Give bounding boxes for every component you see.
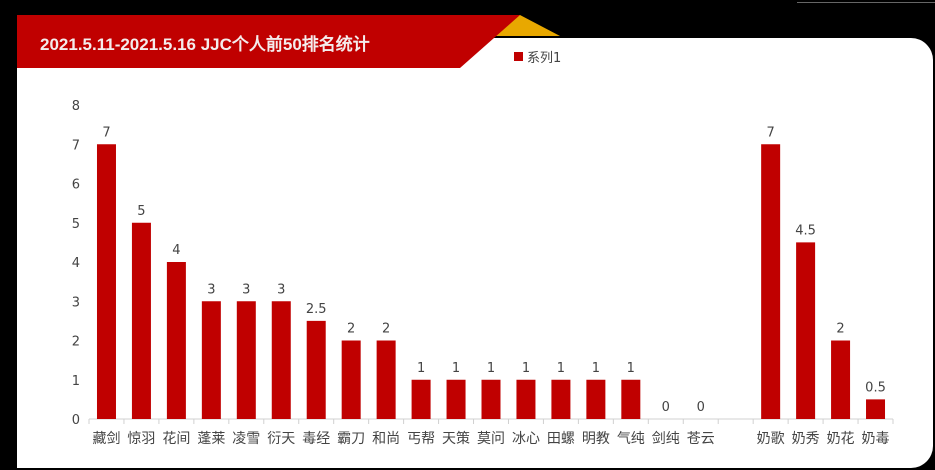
bar <box>481 379 501 419</box>
x-tick-label: 明教 <box>582 431 610 447</box>
data-label: 4.5 <box>795 223 816 238</box>
y-tick-label: 1 <box>72 374 80 389</box>
bar <box>201 301 221 419</box>
y-tick-label: 3 <box>72 295 80 310</box>
bar <box>376 340 396 419</box>
data-label: 4 <box>172 243 180 258</box>
x-tick-label: 凌雪 <box>232 431 260 447</box>
data-label: 3 <box>242 282 250 297</box>
data-label: 2.5 <box>306 302 327 317</box>
x-tick-label: 天策 <box>442 430 470 447</box>
y-tick-label: 2 <box>72 335 80 350</box>
x-tick-label: 蓬莱 <box>197 431 225 447</box>
bar <box>516 379 536 419</box>
x-tick-label: 藏剑 <box>92 431 120 447</box>
x-tick-label: 田螺 <box>547 431 575 447</box>
data-label: 1 <box>592 361 600 376</box>
bar <box>586 379 606 419</box>
bar <box>166 262 186 419</box>
legend: 系列1 <box>514 47 561 66</box>
bar <box>271 301 291 419</box>
data-label: 1 <box>452 361 460 376</box>
bar <box>551 379 571 419</box>
x-tick-label: 奶歌 <box>757 431 785 447</box>
data-label: 0.5 <box>865 380 886 395</box>
x-tick-label: 花间 <box>162 431 190 447</box>
data-label: 5 <box>137 204 145 219</box>
y-tick-label: 6 <box>72 178 80 193</box>
data-label: 1 <box>487 361 495 376</box>
x-tick-label: 丐帮 <box>407 431 435 447</box>
x-tick-label: 毒经 <box>302 431 330 447</box>
x-tick-label: 奶花 <box>827 431 855 447</box>
bar <box>796 242 816 419</box>
data-label: 3 <box>277 282 285 297</box>
x-tick-label: 奶毒 <box>862 431 890 447</box>
data-label: 7 <box>767 125 775 140</box>
x-tick-label: 剑纯 <box>652 431 680 447</box>
bar <box>621 379 641 419</box>
bar <box>96 144 116 419</box>
legend-label: 系列1 <box>527 51 562 66</box>
x-tick-label: 苍云 <box>687 431 715 447</box>
data-label: 0 <box>697 400 705 415</box>
data-label: 7 <box>102 125 110 140</box>
x-tick-label: 气纯 <box>617 431 645 447</box>
bar <box>866 399 886 419</box>
data-label: 1 <box>627 361 635 376</box>
banner-background <box>17 15 520 68</box>
data-label: 2 <box>347 322 355 337</box>
bar <box>341 340 361 419</box>
top-divider <box>797 2 935 3</box>
data-label: 3 <box>207 282 215 297</box>
y-tick-label: 8 <box>72 99 80 114</box>
x-tick-label: 衍天 <box>267 431 295 447</box>
data-label: 1 <box>557 361 565 376</box>
x-tick-label: 莫问 <box>477 431 505 447</box>
data-label: 1 <box>522 361 530 376</box>
data-label: 1 <box>417 361 425 376</box>
x-tick-label: 惊羽 <box>127 431 155 447</box>
data-label: 2 <box>382 322 390 337</box>
bar <box>306 320 326 419</box>
bar <box>446 379 466 419</box>
x-tick-label: 和尚 <box>372 431 400 447</box>
y-tick-label: 7 <box>72 138 80 153</box>
chart-title: 2021.5.11-2021.5.16 JJC个人前50排名统计 <box>40 35 370 54</box>
bar <box>236 301 256 419</box>
legend-swatch <box>514 52 523 61</box>
y-tick-label: 4 <box>72 256 80 271</box>
bar <box>131 222 151 419</box>
bar <box>761 144 781 419</box>
bar <box>831 340 851 419</box>
data-label: 2 <box>836 322 844 337</box>
x-tick-label: 奶秀 <box>792 431 820 447</box>
x-tick-label: 冰心 <box>512 431 540 447</box>
x-tick-label: 霸刀 <box>337 431 365 447</box>
y-tick-label: 5 <box>72 217 80 232</box>
bar <box>411 379 431 419</box>
y-tick-label: 0 <box>72 413 80 428</box>
data-label: 0 <box>662 400 670 415</box>
